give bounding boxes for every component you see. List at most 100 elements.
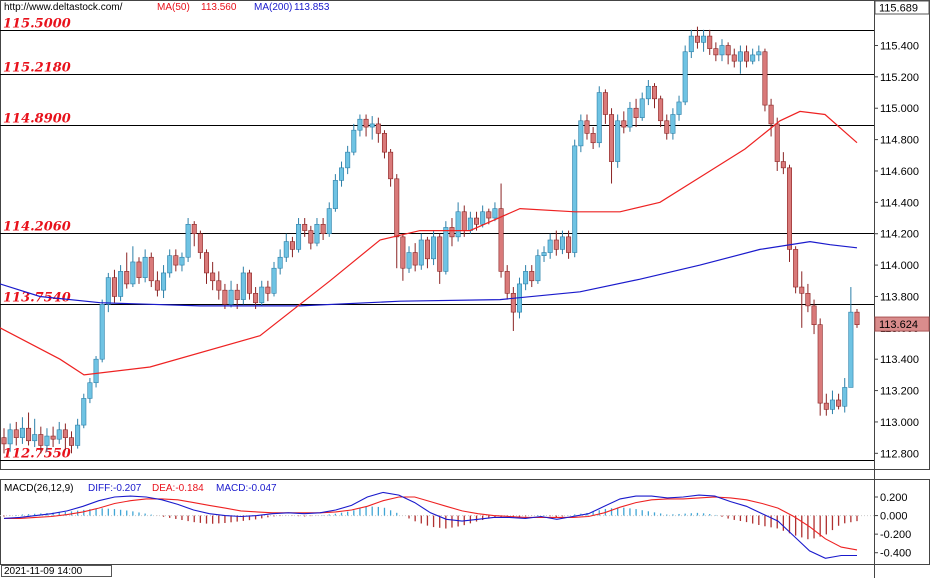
candle-body <box>627 107 633 128</box>
price-tick-label: 113.400 <box>880 354 919 366</box>
candle-body <box>498 208 504 272</box>
candle-body <box>44 435 50 446</box>
candle-body <box>1 437 7 445</box>
price-badges: 115.689 113.624 <box>874 0 930 332</box>
candle-body <box>26 427 32 442</box>
candle-body <box>265 286 271 294</box>
last-price-label: 115.689 <box>879 3 918 15</box>
candle-body <box>246 272 252 294</box>
candle-body <box>823 402 829 410</box>
candle-body <box>296 224 302 250</box>
candle-body <box>412 252 418 266</box>
candle-body <box>406 252 412 269</box>
candle-body <box>774 123 780 162</box>
macd-tick-label: -0.200 <box>880 529 911 541</box>
candle-body <box>737 51 743 62</box>
level-label: 114.8900 <box>3 112 71 127</box>
level-label: 115.5000 <box>3 17 71 32</box>
candle-body <box>694 35 700 43</box>
candle-body <box>62 429 68 438</box>
candle-body <box>69 437 75 446</box>
candle-body <box>179 256 185 266</box>
macd-tick-label: -0.400 <box>880 548 911 560</box>
candle-body <box>345 151 351 169</box>
candle-body <box>645 85 651 100</box>
ma200-label: MA(200) <box>254 2 293 13</box>
candle-body <box>541 252 547 256</box>
candle-body <box>124 271 130 285</box>
candle-body <box>621 120 627 128</box>
candle-body <box>277 256 283 269</box>
candle-body <box>130 261 136 285</box>
candle-body <box>836 399 842 407</box>
date-indicator: 2021-11-09 14:00 <box>1 565 112 577</box>
candle-body <box>474 217 480 225</box>
macd-tick-label: 0.000 <box>880 511 908 523</box>
candle-body <box>326 208 332 235</box>
price-tick-label: 112.800 <box>880 448 919 460</box>
candle-body <box>7 429 13 445</box>
candle-body <box>744 51 750 62</box>
candle-body <box>713 48 719 56</box>
candle-body <box>271 267 277 294</box>
candle-body <box>811 305 817 325</box>
candle-body <box>602 92 608 115</box>
candle-body <box>191 224 197 235</box>
candle-body <box>615 120 621 162</box>
candle-body <box>148 256 154 282</box>
macd-diff: DIFF:-0.207 <box>88 483 142 494</box>
candle-body <box>240 272 246 300</box>
candle-body <box>332 180 338 209</box>
candle-body <box>437 236 443 272</box>
candle-body <box>817 324 823 404</box>
candle-body <box>492 208 498 219</box>
ma50-line <box>0 110 858 376</box>
candle-body <box>701 35 707 43</box>
candle-body <box>75 424 81 446</box>
candle-body <box>154 280 160 291</box>
candle-body <box>682 51 688 103</box>
candle-body <box>167 255 173 274</box>
macd-diff-line <box>3 491 857 559</box>
candle-body <box>510 293 516 313</box>
candle-body <box>559 236 565 250</box>
candle-body <box>854 311 860 325</box>
price-tick-label: 113.200 <box>880 386 919 398</box>
candle-body <box>535 255 541 282</box>
candle-body <box>443 227 449 272</box>
candle-body <box>842 387 848 407</box>
candle-body <box>93 358 99 384</box>
price-tick-label: 115.000 <box>880 103 919 115</box>
candle-body <box>228 289 234 305</box>
candle-body <box>302 224 308 231</box>
price-axis: 112.800113.000113.200113.400113.600113.8… <box>874 40 919 460</box>
candle-body <box>731 54 737 62</box>
level-label: 114.2060 <box>3 220 71 235</box>
candle-body <box>289 241 295 250</box>
current-price-label: 113.624 <box>879 319 918 331</box>
ma200-value: 113.853 <box>294 2 330 13</box>
price-tick-label: 114.400 <box>880 197 919 209</box>
candle-body <box>584 120 590 134</box>
candle-body <box>87 382 93 399</box>
candle-body <box>786 167 792 250</box>
ma50-value: 113.560 <box>201 2 237 13</box>
candle-body <box>651 85 657 100</box>
candle-body <box>351 129 357 153</box>
candle-body <box>388 151 394 180</box>
macd-dea-line <box>4 496 858 551</box>
candle-body <box>50 435 56 440</box>
price-tick-label: 115.200 <box>880 72 919 84</box>
candle-body <box>719 45 725 56</box>
candle-body <box>216 280 222 291</box>
candle-body <box>829 399 835 410</box>
level-label: 115.2180 <box>3 61 71 76</box>
candle-body <box>259 286 265 304</box>
candle-body <box>381 133 387 153</box>
price-tick-label: 113.800 <box>880 291 919 303</box>
support-resistance-levels: 115.5000 115.2180 114.8900 114.2060 113.7540… <box>0 17 874 462</box>
current-price-badge <box>874 316 930 332</box>
candle-body <box>793 249 799 288</box>
candle-body <box>639 98 645 118</box>
candle-body <box>455 211 461 238</box>
